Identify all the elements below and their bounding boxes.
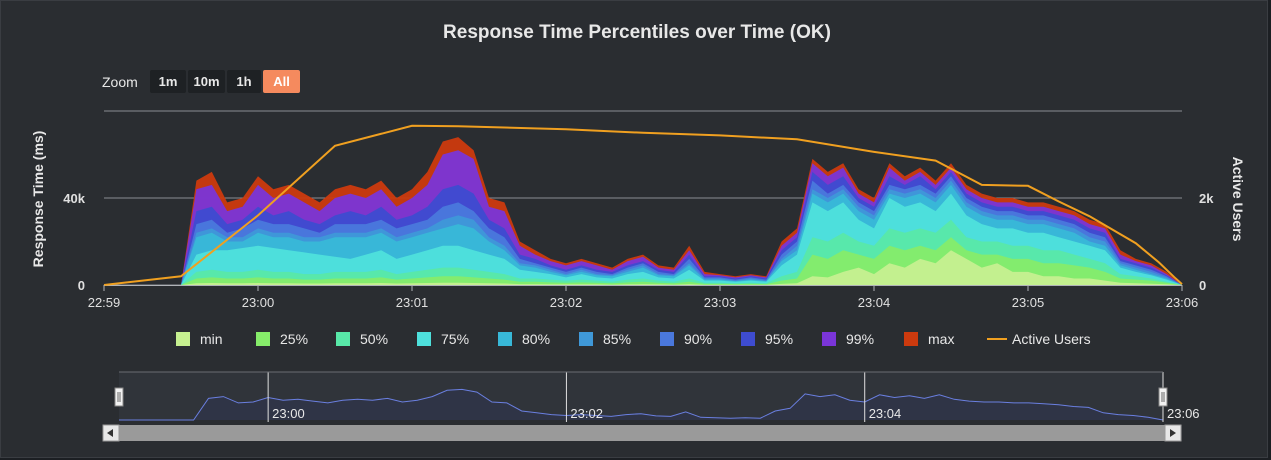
legend-label: min [200,331,223,347]
x-tick-label: 23:04 [858,295,891,310]
zoom-button-3[interactable]: All [263,70,300,93]
legend-label: 75% [441,331,469,347]
navigator-tick-label: 23:02 [570,406,603,421]
legend-symbol [176,332,190,346]
x-tick-label: 23:05 [1012,295,1045,310]
legend-label: 99% [846,331,874,347]
legend-label: 85% [603,331,631,347]
active-users-series [103,124,1183,286]
navigator-tick-label: 23:06 [1167,406,1200,421]
legend-item-99[interactable]: 99% [822,331,874,347]
zoom-button-1[interactable]: 10m [188,70,225,93]
x-tick-label: 23:03 [704,295,737,310]
legend-item-90[interactable]: 90% [660,331,712,347]
legend-symbol [498,332,512,346]
y-tick-label: 0 [78,278,85,293]
legend-item-95[interactable]: 95% [741,331,793,347]
legend-symbol [336,332,350,346]
scrollbar-right-button[interactable] [1164,424,1182,442]
zoom-button-bg [227,70,261,93]
x-tick-label: 23:00 [242,295,275,310]
zoom-button-label: 1h [236,74,251,89]
legend-symbol [904,332,918,346]
legend-symbol [660,332,674,346]
legend-label: 50% [360,331,388,347]
active-users-line[interactable] [103,124,1183,286]
legend-item-50[interactable]: 50% [336,331,388,347]
x-tick-label: 22:59 [88,295,121,310]
navigator[interactable]: 23:00 23:02 23:04 23:06 [102,371,1200,442]
navigator-line [119,388,1164,421]
legend-item-75[interactable]: 75% [417,331,469,347]
zoom-button-label: All [273,74,290,89]
legend-label: 80% [522,331,550,347]
chart-title: Response Time Percentiles over Time (OK) [443,22,831,43]
x-axis-ticks: 22:59 23:00 23:01 23:02 23:03 23:04 23:05 23:06 [88,285,1199,310]
navigator-left-handle[interactable] [114,387,124,407]
scrollbar-left-button[interactable] [102,424,120,442]
arrow-left-icon [107,429,113,437]
zoom-buttons: 1m 10m 1h All [150,70,300,93]
y-axis-left-ticks: 0 40k [63,191,85,293]
legend-symbol [256,332,270,346]
zoom-button-0[interactable]: 1m [150,70,186,93]
x-tick-label: 23:02 [550,295,583,310]
x-tick-label: 23:06 [1166,295,1199,310]
zoom-button-bg [263,70,300,93]
zoom-button-label: 1m [159,74,178,89]
y2-tick-label: 2k [1199,191,1214,206]
zoom-button-label: 10m [193,74,219,89]
navigator-tick-label: 23:00 [272,406,305,421]
legend-symbol [822,332,836,346]
legend-label: Active Users [1012,331,1091,347]
zoom-button-bg [188,70,225,93]
handle-grip [114,387,124,407]
navigator-right-handle[interactable] [1158,387,1168,407]
zoom-button-2[interactable]: 1h [227,70,261,93]
legend-label: 25% [280,331,308,347]
arrow-right-icon [1170,429,1176,437]
legend-item-85[interactable]: 85% [579,331,631,347]
x-tick-label: 23:01 [396,295,429,310]
y2-tick-label: 0 [1199,278,1206,293]
legend-label: 95% [765,331,793,347]
legend-symbol [741,332,755,346]
legend-label: max [928,331,954,347]
handle-grip [1158,387,1168,407]
y-axis-right-ticks: 0 2k [1199,191,1214,293]
percentile-areas [104,137,1182,285]
legend-item-80[interactable]: 80% [498,331,550,347]
y-axis-title: Response Time (ms) [30,131,46,268]
area-min[interactable] [104,250,1182,285]
legend-label: 90% [684,331,712,347]
legend-item-25[interactable]: 25% [256,331,308,347]
y-tick-label: 40k [63,191,85,206]
y2-axis-title: Active Users [1230,157,1246,242]
legend-item-ActiveUsers[interactable]: Active Users [987,331,1091,347]
legend-item-min[interactable]: min [176,331,223,347]
zoom-button-bg [150,70,186,93]
zoom-label: Zoom [102,74,138,90]
legend-item-max[interactable]: max [904,331,954,347]
navigator-tick-label: 23:04 [869,406,902,421]
scrollbar-thumb[interactable] [119,425,1165,441]
legend-symbol [417,332,431,346]
legend-symbol [579,332,593,346]
legend: min 25% 50% 75% 80% 85% 90% 95% 99% max Active Use… [176,331,1091,347]
